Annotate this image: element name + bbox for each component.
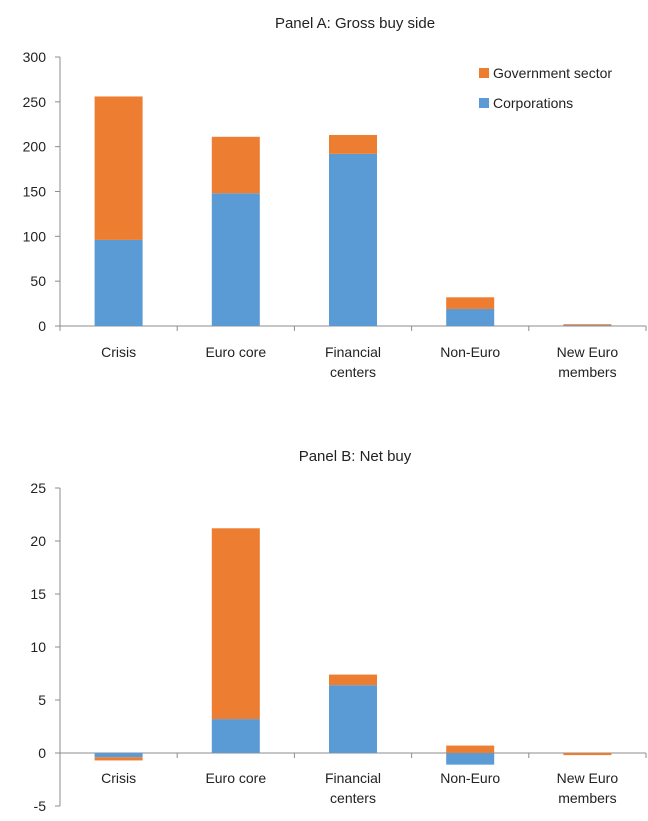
panel-b-title: Panel B: Net buy [299,448,412,465]
panel-b-category-label: Crisis [101,770,136,786]
panel-a-legend-label: Corporations [493,95,573,111]
panel-a-category-label: members [558,364,616,380]
panel-a-legend-swatch [479,98,489,108]
panel-b-y-tick-label: 20 [30,533,46,549]
panel-b-y-tick-label: 5 [38,692,46,708]
panel-a-category-label: New Euro [557,344,619,360]
panel-a-y-tick-label: 300 [23,49,47,65]
panel-b-y-tick-label: 25 [30,480,46,496]
panel-a-title: Panel A: Gross buy side [275,15,435,32]
panel-a-bar-government-sector [563,324,612,326]
panel-a-bar-corporations [211,193,260,326]
panel-b-category-label: Financial [325,770,381,786]
panel-a-legend-swatch [479,68,489,78]
panel-b-bar-government-sector [446,745,495,753]
panel-b-y-tick-label: 10 [30,639,46,655]
panel-b-category-label: New Euro [557,770,619,786]
panel-b-bar-corporations [211,719,260,753]
panel-b-bar-corporations [94,753,143,758]
panel-a-category-label: Financial [325,344,381,360]
panel-b-bar-government-sector [563,753,612,756]
panel-b-category-label: Non-Euro [440,770,500,786]
panel-a-bar-government-sector [329,135,377,154]
panel-b-bar-government-sector [211,528,260,720]
panel-a-y-tick-label: 0 [38,318,46,334]
panel-b-y-tick-label: -5 [34,798,47,814]
panel-a-y-tick-label: 50 [30,273,46,289]
panel-a-bar-government-sector [94,96,143,240]
panel-a-category-label: Non-Euro [440,344,500,360]
panel-a-y-tick-label: 250 [23,94,47,110]
panel-b-bar-corporations [446,753,495,765]
panel-b-bar-government-sector [329,674,377,686]
panel-a-category-label: Euro core [205,344,266,360]
panel-a-bar-corporations [563,325,612,327]
panel-a-bar-corporations [94,239,143,326]
panel-a-bar-government-sector [446,297,495,309]
panel-a-bar-government-sector [211,136,260,194]
panel-a-bar-corporations [446,308,495,326]
panel-b-category-label: centers [330,790,376,806]
panel-a-y-tick-label: 100 [23,228,47,244]
panel-b-bar-government-sector [94,757,143,761]
panel-a-y-tick-label: 150 [23,184,47,200]
panel-b-y-tick-label: 0 [38,745,46,761]
panel-a-category-label: Crisis [101,344,136,360]
panel-a-legend-label: Government sector [493,65,612,81]
panel-b-bar-corporations [329,685,377,753]
panel-a-category-label: centers [330,364,376,380]
panel-b-category-label: Euro core [205,770,266,786]
panel-b-y-tick-label: 15 [30,586,46,602]
panel-a-bar-corporations [329,153,377,326]
panel-a-y-tick-label: 200 [23,139,47,155]
panel-b-category-label: members [558,790,616,806]
